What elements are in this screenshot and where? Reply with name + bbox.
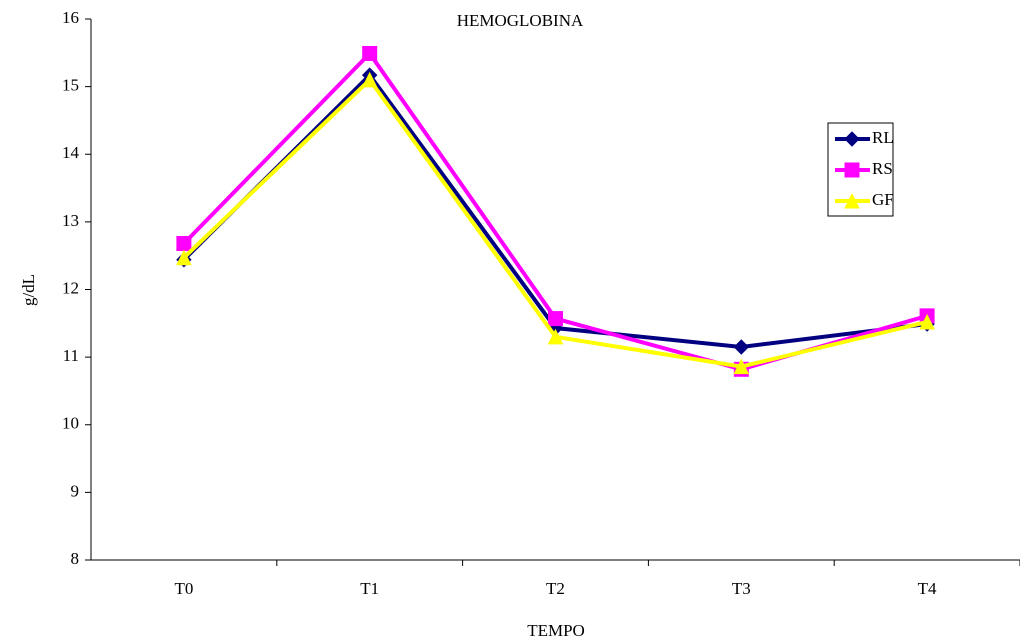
x-tick-label: T3 xyxy=(732,579,751,598)
legend-label: RS xyxy=(872,159,893,178)
chart-title: HEMOGLOBINA xyxy=(457,11,584,30)
y-tick-label: 14 xyxy=(62,143,80,162)
x-tick-label: T1 xyxy=(360,579,379,598)
y-tick-label: 16 xyxy=(62,8,79,27)
point xyxy=(733,339,750,355)
point xyxy=(548,311,563,327)
x-tick-label: T0 xyxy=(174,579,193,598)
point xyxy=(361,71,378,88)
point xyxy=(176,249,192,266)
legend-marker xyxy=(844,162,860,178)
point xyxy=(733,358,750,375)
y-tick-label: 8 xyxy=(71,549,80,568)
series-line xyxy=(182,72,928,349)
y-tick-label: 11 xyxy=(63,346,79,365)
point xyxy=(176,236,192,252)
legend-marker xyxy=(844,131,860,147)
point xyxy=(547,328,564,345)
y-tick-label: 13 xyxy=(62,211,79,230)
y-tick-label: 10 xyxy=(62,414,79,433)
y-tick-label: 9 xyxy=(71,481,80,500)
x-tick-label: T4 xyxy=(918,579,937,598)
y-axis-label: g/dL xyxy=(19,274,38,306)
y-tick-label: 12 xyxy=(62,278,79,297)
point xyxy=(362,45,378,61)
legend-marker xyxy=(844,192,860,209)
x-tick-label: T2 xyxy=(546,579,565,598)
x-axis-label: TEMPO xyxy=(527,621,585,640)
y-tick-label: 15 xyxy=(62,76,79,95)
legend-label: GF xyxy=(872,190,894,209)
point xyxy=(919,313,935,330)
legend-label: RL xyxy=(872,128,894,147)
